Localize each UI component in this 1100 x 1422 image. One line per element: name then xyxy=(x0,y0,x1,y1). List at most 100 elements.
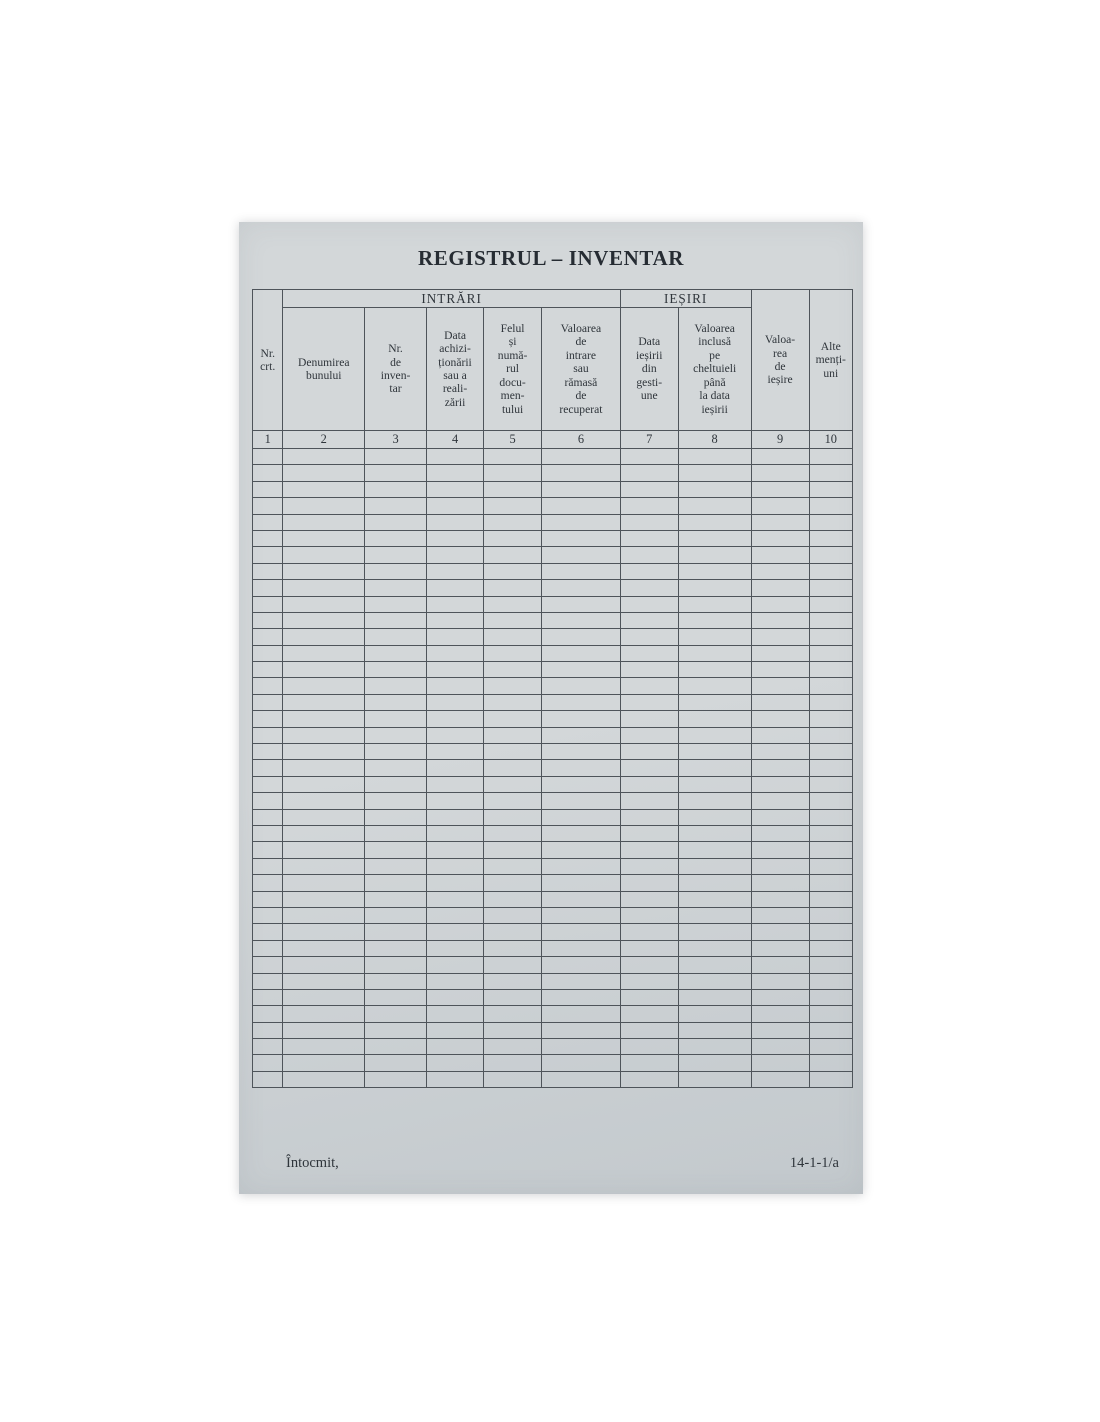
empty-cell xyxy=(282,677,366,695)
empty-cell xyxy=(677,1054,752,1072)
empty-cell xyxy=(619,988,679,1007)
header-denumirea-bunului: Denumirea bunului xyxy=(282,307,366,431)
empty-cell xyxy=(364,1054,428,1072)
empty-cell xyxy=(251,972,284,990)
empty-cell xyxy=(483,562,543,581)
empty-cell xyxy=(251,1005,284,1023)
empty-cell xyxy=(677,628,752,646)
empty-cell xyxy=(364,1070,428,1089)
empty-cell xyxy=(541,464,621,482)
empty-cell xyxy=(364,693,428,712)
empty-cell xyxy=(677,841,752,859)
empty-cell xyxy=(619,480,679,499)
empty-cell xyxy=(750,677,810,695)
empty-cell xyxy=(251,1021,284,1040)
empty-cell xyxy=(750,562,810,581)
empty-cell xyxy=(426,956,485,974)
empty-cell xyxy=(282,923,366,941)
empty-cell xyxy=(483,1070,543,1089)
empty-cell xyxy=(282,710,366,728)
empty-cell xyxy=(364,988,428,1007)
group-header-intrari: INTRĂRI xyxy=(282,289,621,308)
empty-cell xyxy=(677,923,752,941)
empty-cell xyxy=(677,890,752,908)
empty-cell xyxy=(282,693,366,712)
empty-cell xyxy=(364,857,428,876)
empty-cell xyxy=(426,1038,485,1056)
table-row xyxy=(251,726,854,745)
empty-cell xyxy=(619,677,679,695)
empty-cell xyxy=(426,906,485,925)
empty-cell xyxy=(483,775,543,794)
empty-cell xyxy=(619,464,679,482)
empty-cell xyxy=(364,611,428,630)
empty-cell xyxy=(483,824,543,843)
empty-cell xyxy=(426,595,485,613)
empty-cell xyxy=(483,743,543,761)
empty-cell xyxy=(364,841,428,859)
empty-cell xyxy=(808,447,854,466)
empty-cell xyxy=(483,1005,543,1023)
empty-cell xyxy=(808,562,854,581)
header-valoarea-de-intrare: Valoarea de intrare sau rămasă de recupe… xyxy=(541,307,621,431)
empty-cell xyxy=(483,857,543,876)
empty-cell xyxy=(619,956,679,974)
empty-cell xyxy=(541,1038,621,1056)
empty-cell xyxy=(282,841,366,859)
empty-cell xyxy=(541,562,621,581)
empty-cell xyxy=(282,513,366,531)
empty-cell xyxy=(619,1054,679,1072)
empty-cell xyxy=(251,644,284,663)
empty-cell xyxy=(251,824,284,843)
empty-cell xyxy=(364,628,428,646)
empty-cell xyxy=(483,529,543,548)
empty-cell xyxy=(808,513,854,531)
empty-cell xyxy=(364,1021,428,1040)
empty-cell xyxy=(750,710,810,728)
empty-cell xyxy=(426,529,485,548)
empty-cell xyxy=(483,939,543,958)
empty-cell xyxy=(619,611,679,630)
empty-cell xyxy=(426,775,485,794)
empty-cell xyxy=(677,792,752,810)
empty-cell xyxy=(251,611,284,630)
empty-cell xyxy=(426,661,485,679)
empty-cell xyxy=(483,513,543,531)
empty-cell xyxy=(282,1005,366,1023)
empty-cell xyxy=(750,1038,810,1056)
empty-cell xyxy=(677,1038,752,1056)
table-row xyxy=(251,939,854,958)
empty-cell xyxy=(251,988,284,1007)
empty-cell xyxy=(619,808,679,826)
empty-cell xyxy=(483,611,543,630)
empty-cell xyxy=(541,906,621,925)
empty-cell xyxy=(808,792,854,810)
empty-cell xyxy=(483,546,543,564)
empty-cell xyxy=(541,513,621,531)
empty-cell xyxy=(541,874,621,892)
table-row xyxy=(251,857,854,876)
empty-cell xyxy=(483,890,543,908)
empty-cell xyxy=(282,759,366,777)
empty-cell xyxy=(750,579,810,597)
header-valoarea-de-iesire: Valoa- rea de ieșire xyxy=(750,289,810,431)
table-row xyxy=(251,923,854,941)
empty-cell xyxy=(426,480,485,499)
empty-cell xyxy=(808,595,854,613)
empty-cell xyxy=(364,939,428,958)
empty-cell xyxy=(483,906,543,925)
empty-cell xyxy=(282,808,366,826)
empty-cell xyxy=(251,775,284,794)
empty-cell xyxy=(619,1021,679,1040)
empty-cell xyxy=(808,1021,854,1040)
empty-cell xyxy=(619,759,679,777)
empty-cell xyxy=(677,661,752,679)
empty-cell xyxy=(364,775,428,794)
empty-cell xyxy=(282,857,366,876)
empty-cell xyxy=(619,874,679,892)
empty-cell xyxy=(282,906,366,925)
empty-cell xyxy=(426,743,485,761)
group-header-iesiri: IEȘIRI xyxy=(619,289,752,308)
empty-cell xyxy=(426,579,485,597)
empty-cell xyxy=(282,562,366,581)
